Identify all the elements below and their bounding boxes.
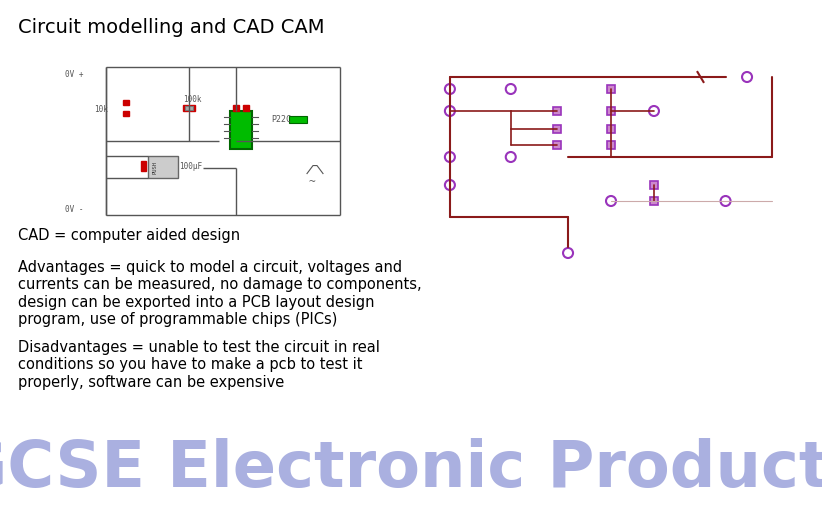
Bar — [553, 126, 561, 134]
Bar — [607, 126, 615, 134]
Text: Circuit modelling and CAD CAM: Circuit modelling and CAD CAM — [18, 18, 325, 37]
Text: Advantages = quick to model a circuit, voltages and
currents can be measured, no: Advantages = quick to model a circuit, v… — [18, 260, 422, 327]
Bar — [607, 86, 615, 94]
Bar — [122, 112, 128, 117]
Bar — [553, 108, 561, 116]
Bar — [182, 106, 187, 112]
Bar — [230, 112, 252, 150]
Text: CAD = computer aided design: CAD = computer aided design — [18, 228, 240, 242]
Bar — [650, 182, 658, 190]
Bar — [233, 106, 239, 112]
Bar — [141, 161, 145, 172]
Bar — [553, 142, 561, 150]
Text: 0V +: 0V + — [65, 70, 84, 79]
Bar — [289, 117, 307, 124]
Bar — [122, 101, 128, 106]
Bar — [243, 106, 249, 112]
Text: GCSE Electronic Products: GCSE Electronic Products — [0, 437, 822, 499]
Text: Disadvantages = unable to test the circuit in real
conditions so you have to mak: Disadvantages = unable to test the circu… — [18, 340, 380, 389]
Bar — [147, 156, 178, 179]
Text: 10k: 10k — [94, 105, 108, 114]
Text: 100µF: 100µF — [179, 161, 203, 171]
Text: P22C: P22C — [271, 115, 291, 124]
Text: 0V -: 0V - — [65, 205, 84, 214]
Bar — [607, 108, 615, 116]
Bar — [650, 197, 658, 206]
Bar — [185, 107, 192, 111]
Text: PUSH: PUSH — [152, 161, 157, 174]
Text: ~: ~ — [308, 177, 316, 187]
Bar — [607, 142, 615, 150]
Bar — [190, 106, 195, 112]
Text: 100k: 100k — [182, 95, 201, 104]
